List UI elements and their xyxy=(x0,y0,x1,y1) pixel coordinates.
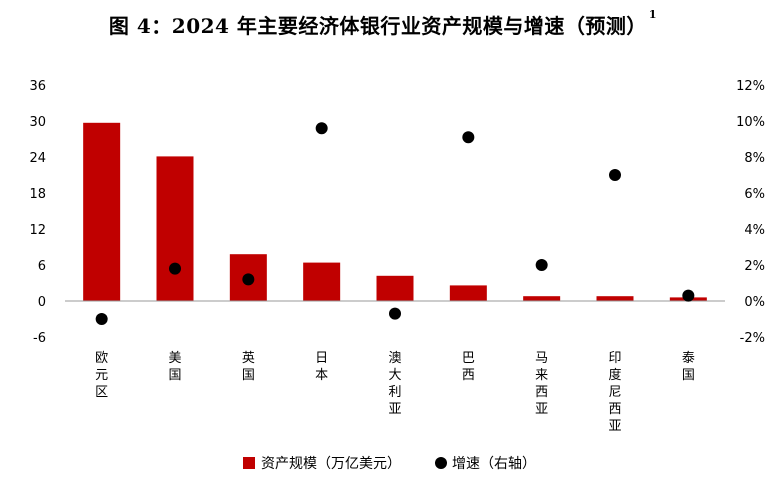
legend: 资产规模（万亿美元） 增速（右轴） xyxy=(243,456,536,472)
growth-dot xyxy=(609,169,621,181)
chart-title-text: 图 4：2024 年主要经济体银行业资产规模与增速（预测） xyxy=(108,14,647,38)
category-label: 澳大利亚 xyxy=(388,350,401,417)
left-tick-label: 30 xyxy=(29,115,46,130)
category-labels: 欧元区 美国 英国 日本 澳大利亚 巴西 马来西亚 印度尼西亚 泰国 xyxy=(95,350,695,434)
bar xyxy=(523,296,561,301)
left-tick-label: -6 xyxy=(33,331,46,346)
growth-dot xyxy=(242,273,255,286)
growth-dot xyxy=(315,122,328,135)
right-tick-label: 0% xyxy=(744,295,765,310)
left-tick-label: 18 xyxy=(29,187,46,202)
right-tick-label: 6% xyxy=(744,187,765,202)
growth-dot xyxy=(169,262,181,275)
category-label: 日本 xyxy=(315,351,328,383)
right-tick-label: -2% xyxy=(740,331,765,346)
right-tick-label: 10% xyxy=(736,115,765,130)
bar xyxy=(156,156,194,301)
right-tick-label: 12% xyxy=(736,79,765,94)
bar xyxy=(596,296,634,301)
growth-dot xyxy=(462,131,475,144)
growth-dot xyxy=(389,307,401,320)
category-label: 巴西 xyxy=(462,351,475,383)
right-tick-label: 8% xyxy=(744,151,765,166)
bar-series xyxy=(83,122,707,301)
right-axis-ticks: 12% 10% 8% 6% 4% 2% 0% -2% xyxy=(736,79,765,346)
legend-bar-swatch xyxy=(243,457,255,469)
category-label: 欧元区 xyxy=(95,351,108,400)
growth-dot xyxy=(535,259,548,271)
left-tick-label: 36 xyxy=(29,79,46,94)
bar xyxy=(449,285,487,301)
legend-bar-label: 资产规模（万亿美元） xyxy=(261,456,401,472)
left-tick-label: 0 xyxy=(38,295,46,310)
right-tick-label: 2% xyxy=(744,259,765,274)
left-tick-label: 6 xyxy=(38,259,46,274)
category-label: 泰国 xyxy=(682,351,695,383)
left-tick-label: 12 xyxy=(29,223,46,238)
left-axis-ticks: 36 30 24 18 12 6 0 -6 xyxy=(29,79,46,346)
growth-dot xyxy=(95,313,108,325)
right-tick-label: 4% xyxy=(744,223,765,238)
legend-dot-label: 增速（右轴） xyxy=(452,456,536,472)
category-label: 美国 xyxy=(168,351,181,383)
bar xyxy=(83,122,121,301)
legend-dot-swatch xyxy=(435,457,447,469)
title-footnote-mark: 1 xyxy=(648,8,658,21)
growth-dot xyxy=(682,289,695,302)
chart-title: 图 4：2024 年主要经济体银行业资产规模与增速（预测） 1 xyxy=(0,8,766,39)
category-label: 马来西亚 xyxy=(535,351,548,417)
left-tick-label: 24 xyxy=(29,151,46,166)
dot-series xyxy=(95,122,695,325)
bar xyxy=(376,275,414,301)
category-label: 印度尼西亚 xyxy=(608,351,621,434)
bar xyxy=(303,262,341,301)
category-label: 英国 xyxy=(242,351,255,383)
